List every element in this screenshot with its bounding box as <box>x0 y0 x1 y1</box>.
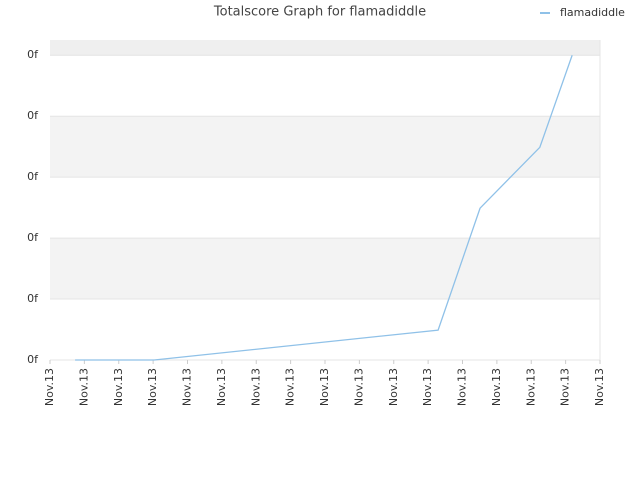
x-tick-label: Nov.13 <box>215 368 228 406</box>
x-tick-label: Nov.13 <box>421 368 434 406</box>
band <box>50 238 600 300</box>
y-tick-label: 0f <box>27 231 39 244</box>
x-tick-label: Nov.13 <box>77 368 90 406</box>
band <box>50 40 600 56</box>
y-tick-label: 0f <box>27 353 39 366</box>
series-line <box>75 55 573 361</box>
x-tick-label: Nov.13 <box>456 368 469 406</box>
y-tick-label: 0f <box>27 170 39 183</box>
x-tick-label: Nov.13 <box>352 368 365 406</box>
plot-background <box>50 40 600 360</box>
x-tick-label: Nov.13 <box>43 368 56 406</box>
x-tick-label: Nov.13 <box>593 368 606 406</box>
legend-label: flamadiddle <box>560 6 625 19</box>
x-tick-label: Nov.13 <box>559 368 572 406</box>
chart-title: Totalscore Graph for flamadiddle <box>213 5 426 20</box>
x-tick-label: Nov.13 <box>112 368 125 406</box>
y-tick-label: 0f <box>27 292 39 305</box>
band <box>50 116 600 178</box>
x-tick-label: Nov.13 <box>146 368 159 406</box>
y-tick-label: 0f <box>27 48 39 61</box>
x-tick-label: Nov.13 <box>318 368 331 406</box>
x-tick-label: Nov.13 <box>387 368 400 406</box>
x-tick-label: Nov.13 <box>524 368 537 406</box>
x-tick-label: Nov.13 <box>181 368 194 406</box>
y-tick-label: 0f <box>27 109 39 122</box>
x-tick-label: Nov.13 <box>490 368 503 406</box>
x-tick-label: Nov.13 <box>284 368 297 406</box>
x-tick-label: Nov.13 <box>249 368 262 406</box>
